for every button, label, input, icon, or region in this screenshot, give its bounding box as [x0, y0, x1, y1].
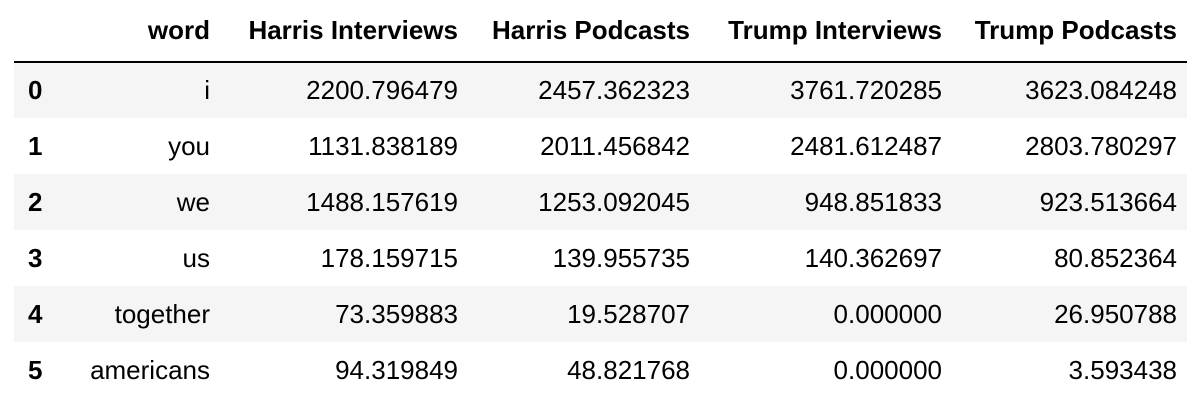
cell-trump-interviews: 0.000000: [833, 298, 942, 329]
table-row: 1 you 1131.838189 2011.456842 2481.61248…: [14, 118, 1187, 174]
cell-word: together: [114, 298, 210, 329]
cell-harris-podcasts: 2011.456842: [540, 130, 690, 161]
header-harris-podcasts: Harris Podcasts: [468, 0, 700, 63]
table-row: 3 us 178.159715 139.955735 140.362697 80…: [14, 230, 1187, 286]
header-row: word Harris Interviews Harris Podcasts T…: [14, 0, 1187, 63]
table-row: 5 americans 94.319849 48.821768 0.000000…: [14, 342, 1187, 398]
row-index: 4: [28, 298, 43, 329]
cell-trump-interviews: 3761.720285: [790, 75, 942, 105]
dataframe-table: word Harris Interviews Harris Podcasts T…: [14, 0, 1187, 398]
cell-trump-interviews: 0.000000: [833, 354, 942, 385]
cell-harris-podcasts: 48.821768: [567, 354, 690, 385]
table-row: 0 i 2200.796479 2457.362323 3761.720285 …: [14, 62, 1187, 118]
cell-word: you: [168, 130, 210, 161]
cell-harris-podcasts: 2457.362323: [538, 75, 690, 105]
cell-word: we: [176, 186, 210, 217]
header-trump-podcasts: Trump Podcasts: [952, 0, 1187, 63]
cell-harris-interviews: 94.319849: [335, 354, 458, 385]
table-row: 2 we 1488.157619 1253.092045 948.851833 …: [14, 174, 1187, 230]
cell-word: us: [182, 242, 210, 273]
cell-trump-podcasts: 26.950788: [1054, 298, 1177, 329]
cell-trump-podcasts: 3.593438: [1068, 354, 1177, 385]
header-index: [14, 0, 62, 63]
cell-harris-interviews: 2200.796479: [306, 75, 458, 105]
cell-word: americans: [90, 354, 210, 385]
cell-harris-interviews: 73.359883: [335, 298, 458, 329]
cell-trump-podcasts: 923.513664: [1039, 186, 1177, 217]
table-header: word Harris Interviews Harris Podcasts T…: [14, 0, 1187, 63]
row-index: 0: [28, 75, 43, 105]
cell-trump-interviews: 948.851833: [804, 186, 942, 217]
row-index: 3: [28, 242, 43, 273]
cell-harris-podcasts: 139.955735: [552, 242, 690, 273]
cell-harris-podcasts: 1253.092045: [538, 186, 690, 217]
cell-harris-podcasts: 19.528707: [567, 298, 690, 329]
cell-trump-podcasts: 2803.780297: [1025, 130, 1177, 161]
cell-trump-podcasts: 3623.084248: [1025, 75, 1177, 105]
cell-harris-interviews: 1131.838189: [308, 130, 458, 161]
table-row: 4 together 73.359883 19.528707 0.000000 …: [14, 286, 1187, 342]
table-body: 0 i 2200.796479 2457.362323 3761.720285 …: [14, 62, 1187, 398]
header-trump-interviews: Trump Interviews: [700, 0, 952, 63]
cell-harris-interviews: 1488.157619: [306, 186, 458, 217]
cell-word: i: [204, 75, 210, 105]
cell-trump-interviews: 140.362697: [804, 242, 942, 273]
cell-trump-interviews: 2481.612487: [790, 130, 942, 161]
row-index: 5: [28, 354, 43, 385]
cell-harris-interviews: 178.159715: [320, 242, 458, 273]
row-index: 1: [28, 130, 43, 161]
header-word: word: [62, 0, 220, 63]
header-harris-interviews: Harris Interviews: [220, 0, 468, 63]
row-index: 2: [28, 186, 43, 217]
cell-trump-podcasts: 80.852364: [1054, 242, 1177, 273]
